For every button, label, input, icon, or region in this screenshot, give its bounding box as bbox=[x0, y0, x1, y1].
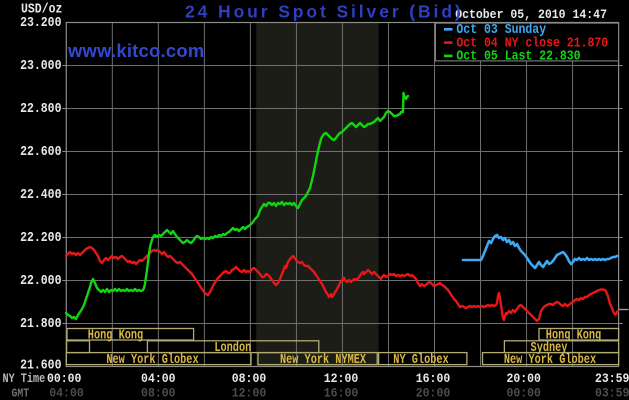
svg-text:20:00: 20:00 bbox=[506, 371, 541, 386]
svg-text:Oct 03 Sunday: Oct 03 Sunday bbox=[456, 22, 546, 38]
svg-text:Hong Kong: Hong Kong bbox=[546, 329, 601, 344]
svg-text:New York Globex: New York Globex bbox=[504, 353, 596, 368]
svg-text:04:00: 04:00 bbox=[49, 386, 84, 400]
svg-text:New York NYMEX: New York NYMEX bbox=[280, 353, 367, 368]
svg-text:New York Globex: New York Globex bbox=[106, 353, 198, 368]
svg-text:Oct 04 NY close 21.870: Oct 04 NY close 21.870 bbox=[456, 35, 608, 51]
svg-text:23:59: 23:59 bbox=[595, 371, 629, 386]
svg-text:08:00: 08:00 bbox=[232, 371, 267, 386]
svg-text:October 05, 2010 14:47: October 05, 2010 14:47 bbox=[455, 7, 607, 22]
svg-text:23.000: 23.000 bbox=[20, 58, 61, 74]
svg-text:GMT: GMT bbox=[12, 387, 30, 400]
svg-text:00:00: 00:00 bbox=[47, 371, 82, 386]
svg-text:03:59: 03:59 bbox=[595, 386, 629, 400]
svg-text:21.800: 21.800 bbox=[20, 316, 61, 332]
svg-text:22.200: 22.200 bbox=[20, 230, 61, 246]
svg-text:USD/oz: USD/oz bbox=[21, 2, 62, 18]
svg-text:23.200: 23.200 bbox=[20, 15, 61, 31]
svg-text:24 Hour Spot Silver (Bid): 24 Hour Spot Silver (Bid) bbox=[185, 1, 464, 21]
svg-text:NY Time: NY Time bbox=[3, 371, 46, 386]
svg-text:16:00: 16:00 bbox=[416, 371, 451, 386]
svg-text:16:00: 16:00 bbox=[324, 386, 359, 400]
svg-text:Oct 05 Last 22.830: Oct 05 Last 22.830 bbox=[456, 49, 580, 65]
svg-text:21.600: 21.600 bbox=[20, 358, 61, 374]
svg-text:12:00: 12:00 bbox=[232, 386, 267, 400]
svg-text:12:00: 12:00 bbox=[324, 371, 359, 386]
svg-text:22.800: 22.800 bbox=[20, 101, 61, 117]
svg-text:22.000: 22.000 bbox=[20, 273, 61, 289]
svg-text:20:00: 20:00 bbox=[416, 386, 451, 400]
svg-text:00:00: 00:00 bbox=[506, 386, 541, 400]
svg-text:NY Globex: NY Globex bbox=[393, 353, 448, 368]
svg-text:04:00: 04:00 bbox=[141, 371, 176, 386]
svg-text:22.400: 22.400 bbox=[20, 187, 61, 203]
svg-text:Hong Kong: Hong Kong bbox=[88, 329, 143, 344]
svg-text:08:00: 08:00 bbox=[141, 386, 176, 400]
svg-text:www.kitco.com: www.kitco.com bbox=[67, 40, 204, 61]
svg-text:London: London bbox=[214, 341, 251, 356]
svg-text:22.600: 22.600 bbox=[20, 144, 61, 160]
